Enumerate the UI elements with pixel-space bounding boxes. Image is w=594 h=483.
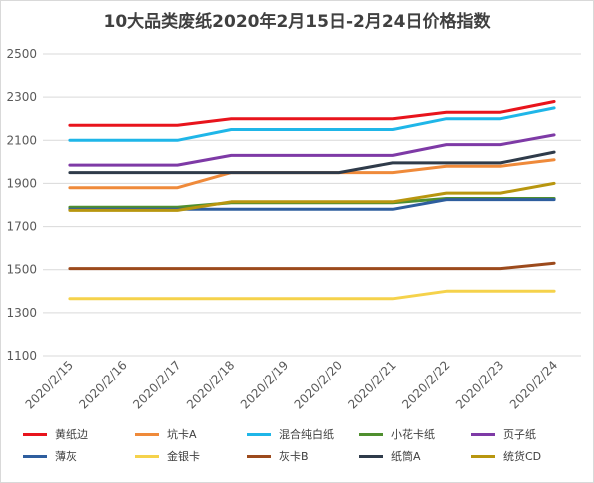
legend-label: 小花卡纸 xyxy=(391,428,435,441)
y-tick-label: 2100 xyxy=(6,133,37,147)
y-tick-label: 1500 xyxy=(6,263,37,277)
x-tick-label: 2020/2/22 xyxy=(399,358,452,411)
legend-swatch xyxy=(359,454,383,458)
legend-label: 灰卡B xyxy=(279,450,309,463)
y-tick-label: 2300 xyxy=(6,90,37,104)
legend-swatch xyxy=(471,432,495,436)
legend-label: 统货CD xyxy=(503,450,542,463)
legend-item: 金银卡 xyxy=(135,448,200,464)
legend-swatch xyxy=(135,454,159,458)
y-tick-label: 1100 xyxy=(6,349,37,363)
series-line xyxy=(68,261,556,271)
legend-item: 混合纯白纸 xyxy=(247,426,334,442)
x-tick-label: 2020/2/16 xyxy=(76,358,129,411)
legend-swatch xyxy=(471,454,495,458)
legend-swatch xyxy=(247,432,271,436)
series-line xyxy=(68,289,556,301)
legend-swatch xyxy=(247,454,271,458)
legend-label: 黄纸边 xyxy=(55,428,88,441)
x-tick-label: 2020/2/23 xyxy=(453,358,506,411)
x-tick-label: 2020/2/17 xyxy=(130,358,183,411)
x-tick-label: 2020/2/15 xyxy=(23,358,76,411)
legend-label: 纸筒A xyxy=(391,450,421,463)
legend-label: 混合纯白纸 xyxy=(279,428,334,441)
chart-title: 10大品类废纸2020年2月15日-2月24日价格指数 xyxy=(103,12,491,32)
legend-label: 页子纸 xyxy=(503,428,536,441)
legend-item: 灰卡B xyxy=(247,448,309,464)
legend-item: 小花卡纸 xyxy=(359,426,435,442)
y-tick-label: 2500 xyxy=(6,47,37,61)
legend-item: 坑卡A xyxy=(135,426,197,442)
series-line xyxy=(68,106,556,142)
x-tick-label: 2020/2/24 xyxy=(507,358,560,411)
series-line xyxy=(68,133,556,167)
legend-item: 薄灰 xyxy=(23,448,77,464)
x-tick-label: 2020/2/19 xyxy=(238,358,291,411)
series-line xyxy=(68,100,556,127)
y-tick-label: 1700 xyxy=(6,220,37,234)
legend-item: 统货CD xyxy=(471,448,541,464)
series-line xyxy=(68,181,556,212)
y-tick-label: 1300 xyxy=(6,306,37,320)
x-tick-label: 2020/2/21 xyxy=(345,358,398,411)
x-tick-label: 2020/2/18 xyxy=(184,358,237,411)
legend-label: 薄灰 xyxy=(55,450,77,463)
legend-item: 黄纸边 xyxy=(23,426,88,442)
legend-swatch xyxy=(23,432,47,436)
legend-item: 纸筒A xyxy=(359,448,421,464)
legend-label: 金银卡 xyxy=(167,450,200,463)
legend-swatch xyxy=(359,432,383,436)
legend-swatch xyxy=(23,454,47,458)
y-tick-label: 1900 xyxy=(6,176,37,190)
line-chart: 1100 1300 1500 1700 1900 2100 2300 2500 2020/2/1… xyxy=(6,47,581,412)
x-tick-label: 2020/2/20 xyxy=(292,358,345,411)
legend-label: 坑卡A xyxy=(167,428,197,441)
legend-item: 页子纸 xyxy=(471,426,536,442)
series-line xyxy=(68,150,556,175)
legend-swatch xyxy=(135,432,159,436)
